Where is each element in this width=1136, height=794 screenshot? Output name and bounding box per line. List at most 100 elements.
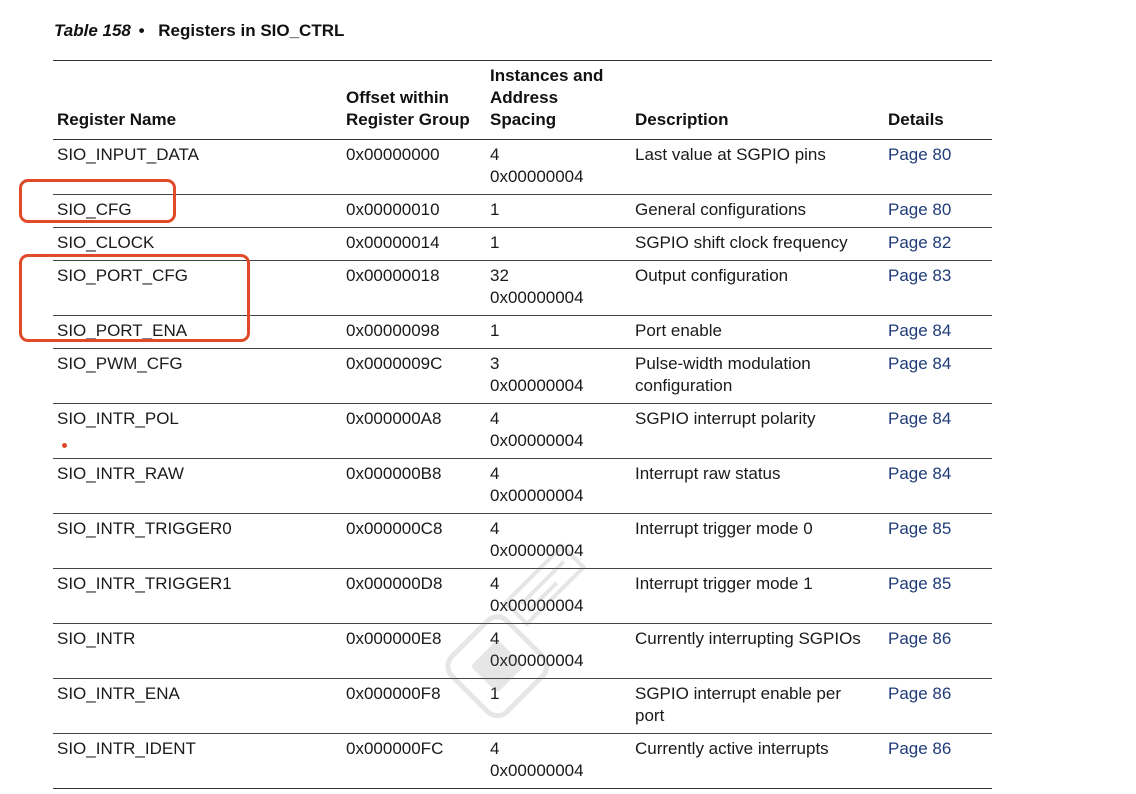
register-name-cell: SIO_CFG [53,194,342,228]
instances-cell: 1 [486,678,631,734]
instances-count: 4 [490,574,500,593]
details-page-link[interactable]: Page 80 [888,145,952,164]
instances-cell: 4 0x00000004 [486,403,631,459]
header-details: Details [884,60,992,140]
instances-count: 4 [490,145,500,164]
description-cell: Currently active interrupts [631,733,884,789]
instances-count: 4 [490,464,500,483]
details-page-link[interactable]: Page 85 [888,574,952,593]
offset-cell: 0x000000FC [342,733,486,789]
instances-cell: 1 [486,315,631,349]
table-row: SIO_INTR_TRIGGER0 0x000000C8 4 0x00000004 In… [53,513,992,569]
details-cell: Page 80 [884,139,992,195]
address-spacing: 0x00000004 [490,431,584,450]
instances-cell: 4 0x00000004 [486,139,631,195]
details-cell: Page 84 [884,403,992,459]
description-cell: Interrupt trigger mode 1 [631,568,884,624]
offset-cell: 0x000000D8 [342,568,486,624]
description-cell: Port enable [631,315,884,349]
address-spacing: 0x00000004 [490,596,584,615]
address-spacing: 0x00000004 [490,541,584,560]
register-table: Register Name Offset within Register Gro… [53,60,992,789]
table-header-row: Register Name Offset within Register Gro… [53,60,992,140]
instances-count: 4 [490,629,500,648]
register-name-cell: SIO_INPUT_DATA [53,139,342,195]
description-line: Pulse-width modulation [635,354,811,373]
instances-cell: 32 0x00000004 [486,260,631,316]
details-page-link[interactable]: Page 85 [888,519,952,538]
register-name-cell: SIO_INTR [53,623,342,679]
instances-count: 3 [490,354,500,373]
description-line: Currently active interrupts [635,739,829,758]
register-name-cell: SIO_INTR_TRIGGER0 [53,513,342,569]
details-page-link[interactable]: Page 86 [888,739,952,758]
details-cell: Page 85 [884,568,992,624]
description-line: port [635,706,665,725]
table-row: SIO_PORT_CFG 0x00000018 32 0x00000004 Output… [53,260,992,316]
header-instances-line: Address [490,88,559,107]
instances-count: 4 [490,739,500,758]
instances-cell: 3 0x00000004 [486,348,631,404]
register-name-cell: SIO_INTR_TRIGGER1 [53,568,342,624]
details-page-link[interactable]: Page 80 [888,200,952,219]
offset-cell: 0x000000C8 [342,513,486,569]
instances-cell: 4 0x00000004 [486,623,631,679]
register-name-cell: SIO_INTR_ENA [53,678,342,734]
header-offset-line: Offset within [346,88,449,107]
description-line: SGPIO interrupt polarity [635,409,816,428]
description-cell: Interrupt trigger mode 0 [631,513,884,569]
details-page-link[interactable]: Page 84 [888,464,952,483]
details-cell: Page 86 [884,733,992,789]
table-row: SIO_CLOCK 0x00000014 1 SGPIO shift clock fr… [53,227,992,261]
offset-cell: 0x000000B8 [342,458,486,514]
details-page-link[interactable]: Page 84 [888,409,952,428]
details-cell: Page 84 [884,458,992,514]
description-line: Output configuration [635,266,789,285]
register-name-cell: SIO_INTR_IDENT [53,733,342,789]
instances-cell: 4 0x00000004 [486,458,631,514]
address-spacing: 0x00000004 [490,376,584,395]
offset-cell: 0x00000098 [342,315,486,349]
caption-bullet: • [138,21,145,40]
details-cell: Page 83 [884,260,992,316]
header-instances: Instances and Address Spacing [486,60,631,140]
address-spacing: 0x00000004 [490,288,584,307]
description-cell: Interrupt raw status [631,458,884,514]
details-page-link[interactable]: Page 84 [888,354,952,373]
description-line: Interrupt trigger mode 1 [635,574,813,593]
instances-cell: 4 0x00000004 [486,513,631,569]
table-row: SIO_CFG 0x00000010 1 General configurations… [53,194,992,228]
register-name-cell: SIO_INTR_RAW [53,458,342,514]
offset-cell: 0x000000E8 [342,623,486,679]
offset-cell: 0x00000000 [342,139,486,195]
instances-cell: 4 0x00000004 [486,568,631,624]
offset-cell: 0x000000A8 [342,403,486,459]
table-caption: Table 158 • Registers in SIO_CTRL [54,21,344,41]
register-name-cell: SIO_PWM_CFG [53,348,342,404]
instances-cell: 1 [486,194,631,228]
instances-count: 32 [490,266,509,285]
description-cell: SGPIO interrupt polarity [631,403,884,459]
header-instances-line: Spacing [490,110,557,129]
address-spacing: 0x00000004 [490,651,584,670]
instances-cell: 4 0x00000004 [486,733,631,789]
register-name-cell: SIO_PORT_CFG [53,260,342,316]
description-cell: Last value at SGPIO pins [631,139,884,195]
header-register-name: Register Name [53,60,342,140]
annotation-dot [62,443,67,448]
description-line: Port enable [635,321,722,340]
details-page-link[interactable]: Page 86 [888,629,952,648]
description-cell: SGPIO interrupt enable per port [631,678,884,734]
details-page-link[interactable]: Page 82 [888,233,952,252]
details-page-link[interactable]: Page 83 [888,266,952,285]
instances-count: 4 [490,409,500,428]
register-name-cell: SIO_CLOCK [53,227,342,261]
details-cell: Page 84 [884,315,992,349]
description-line: General configurations [635,200,807,219]
header-offset: Offset within Register Group [342,60,486,140]
details-page-link[interactable]: Page 84 [888,321,952,340]
details-cell: Page 85 [884,513,992,569]
instances-count: 1 [490,233,500,252]
description-line: configuration [635,376,733,395]
details-page-link[interactable]: Page 86 [888,684,952,703]
